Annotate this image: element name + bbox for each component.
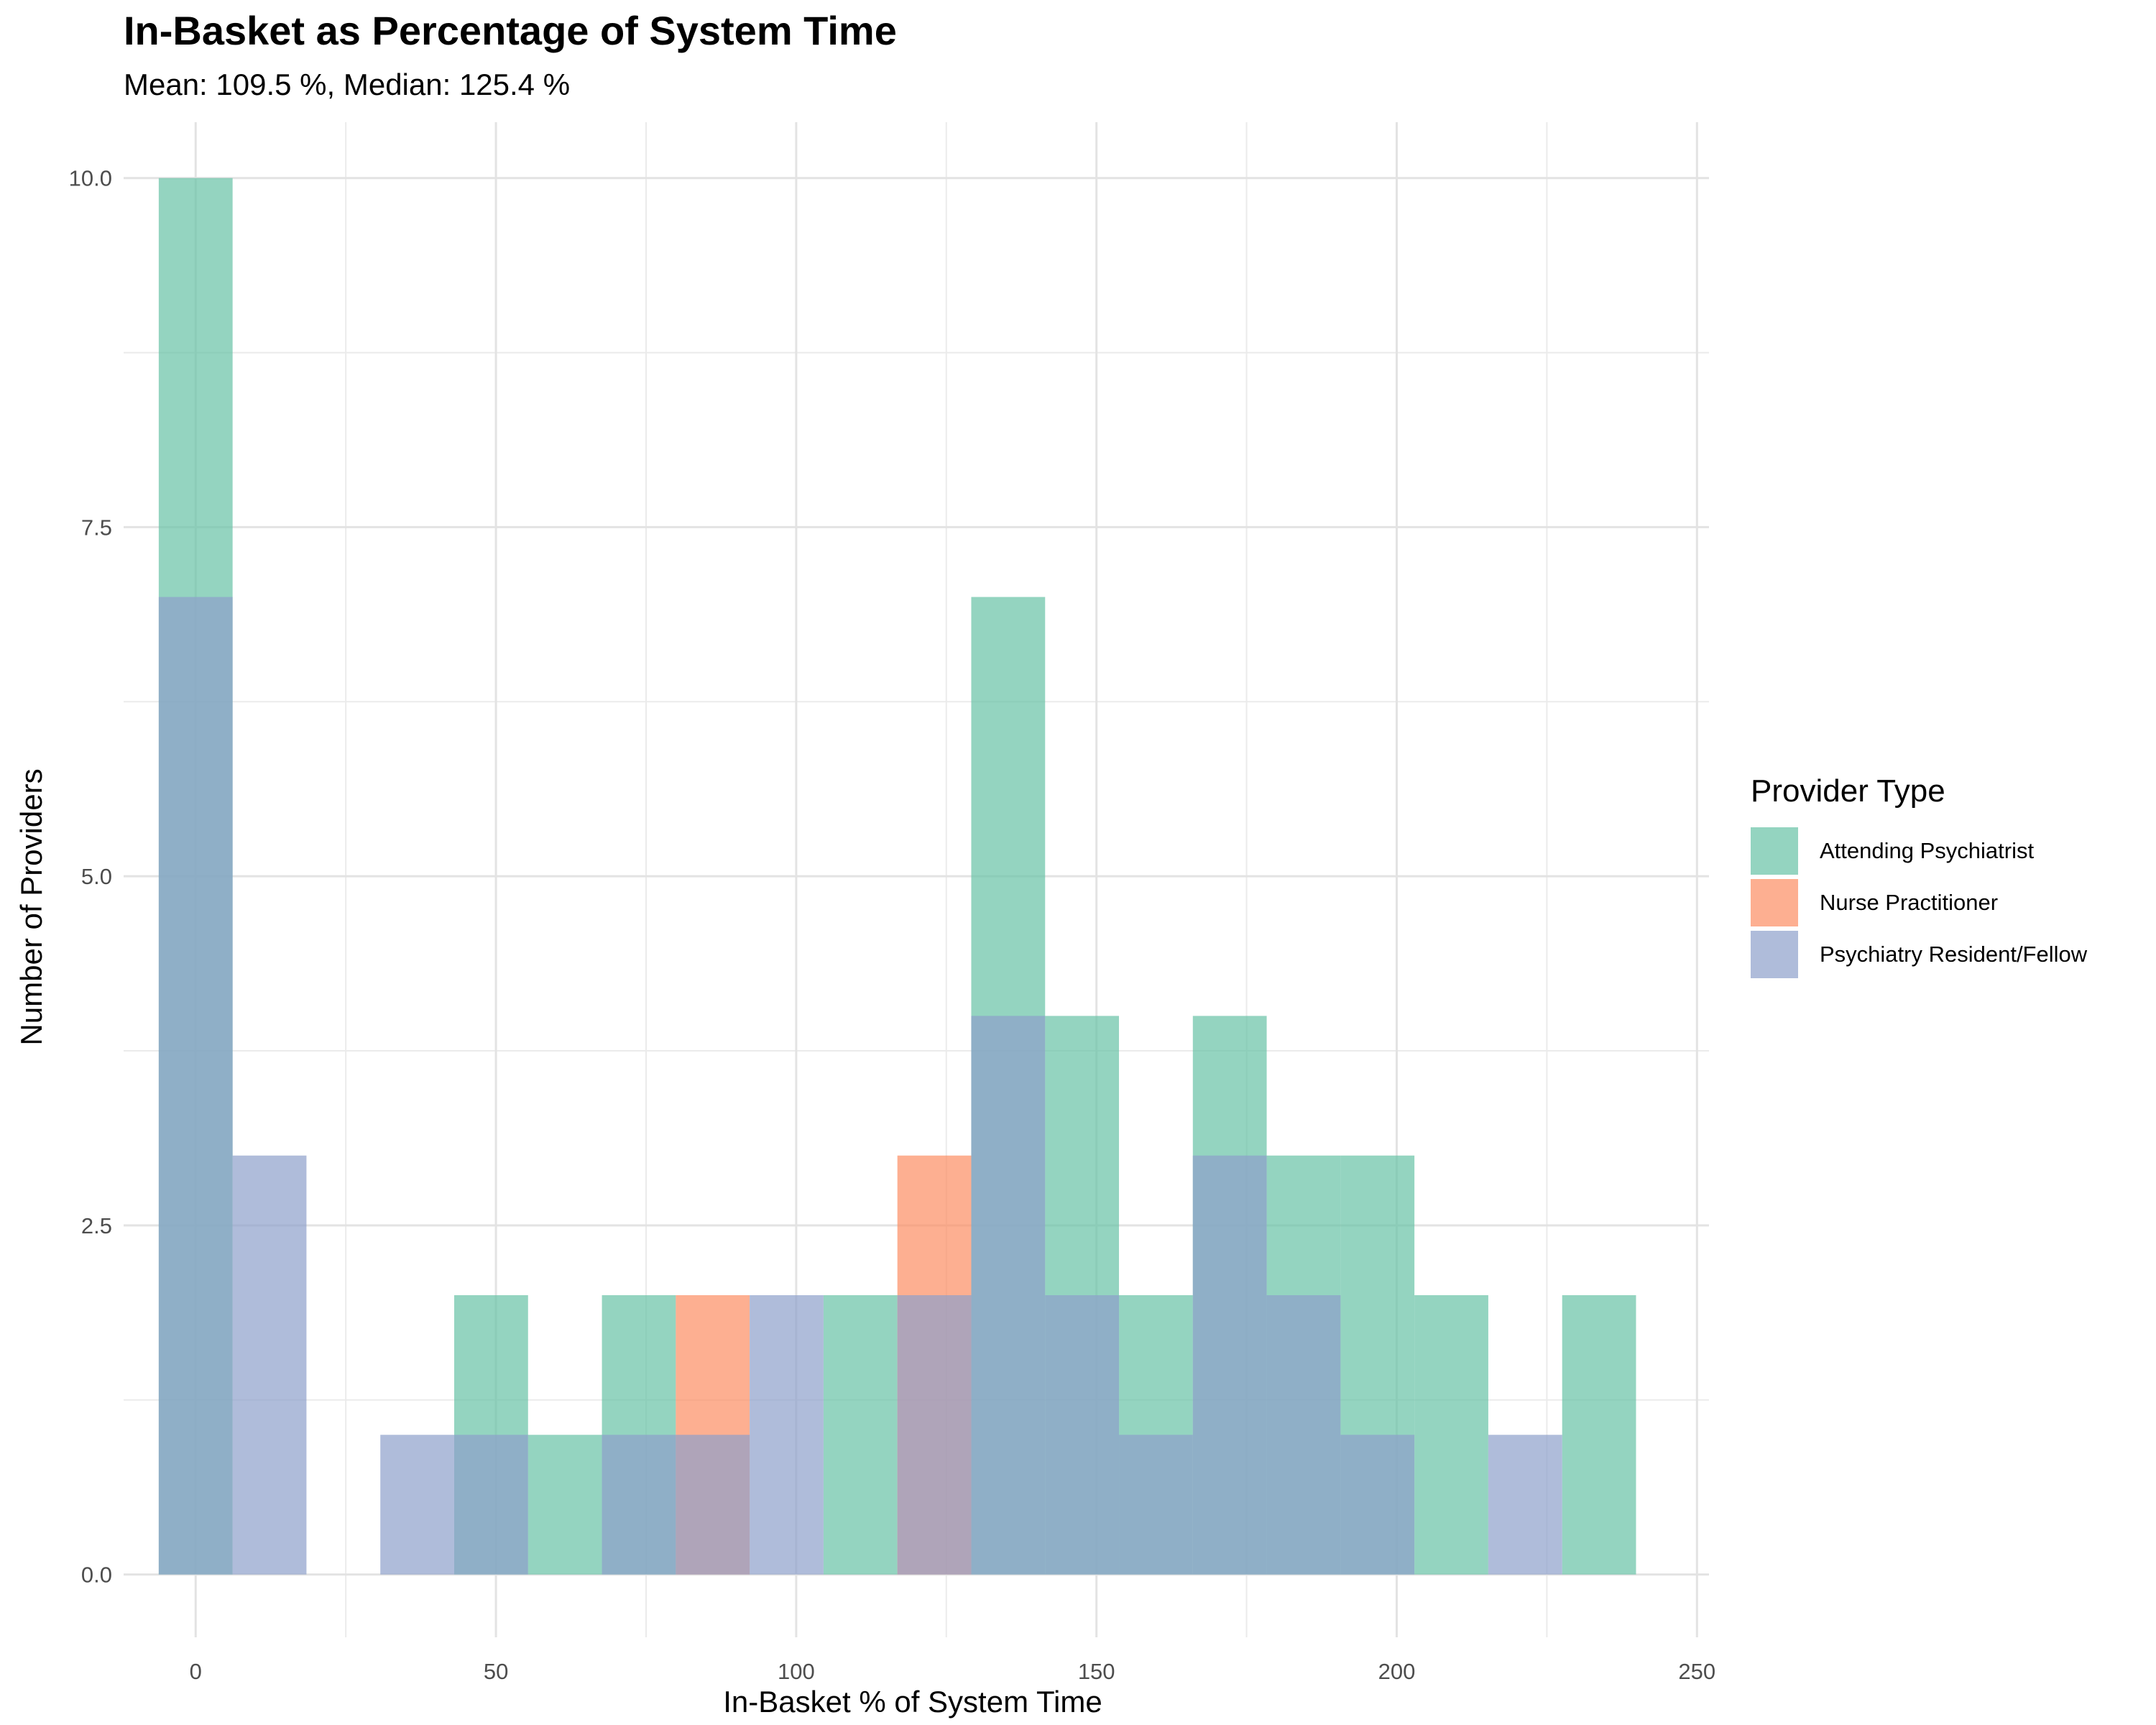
y-tick-label: 2.5 bbox=[81, 1213, 112, 1238]
x-tick-label: 250 bbox=[1678, 1659, 1715, 1684]
legend: Provider Type Attending Psychiatrist Nur… bbox=[1751, 773, 2087, 980]
y-tick-label: 0.0 bbox=[81, 1563, 112, 1588]
y-tick-label: 5.0 bbox=[81, 864, 112, 889]
histogram-bar bbox=[454, 1435, 528, 1575]
legend-swatch-attending bbox=[1751, 827, 1798, 875]
legend-item-attending: Attending Psychiatrist bbox=[1751, 825, 2087, 877]
x-axis-ticks: 0 50 100 150 200 250 bbox=[190, 1659, 1716, 1684]
y-axis-title: Number of Providers bbox=[14, 768, 48, 1045]
histogram-bars bbox=[158, 178, 1636, 1575]
histogram-bar bbox=[750, 1295, 824, 1575]
legend-label-nurse: Nurse Practitioner bbox=[1820, 890, 1999, 915]
x-tick-label: 100 bbox=[778, 1659, 815, 1684]
histogram-bar bbox=[602, 1435, 676, 1575]
histogram-bar bbox=[528, 1435, 602, 1575]
histogram-bar bbox=[1488, 1435, 1562, 1575]
y-tick-label: 7.5 bbox=[81, 515, 112, 540]
legend-label-resident: Psychiatry Resident/Fellow bbox=[1820, 942, 2088, 967]
x-tick-label: 0 bbox=[190, 1659, 202, 1684]
x-axis-title: In-Basket % of System Time bbox=[723, 1685, 1102, 1719]
legend-label-attending: Attending Psychiatrist bbox=[1820, 838, 2035, 863]
chart-title: In-Basket as Percentage of System Time bbox=[124, 8, 897, 53]
legend-swatch-resident bbox=[1751, 931, 1798, 978]
histogram-bar bbox=[158, 597, 233, 1575]
histogram-bar bbox=[1045, 1295, 1120, 1575]
histogram-bar bbox=[823, 1295, 898, 1575]
legend-swatch-nurse bbox=[1751, 879, 1798, 926]
histogram-bar bbox=[676, 1435, 750, 1575]
histogram-bar bbox=[380, 1435, 455, 1575]
x-tick-label: 150 bbox=[1078, 1659, 1115, 1684]
histogram-bar bbox=[1414, 1295, 1488, 1575]
x-tick-label: 200 bbox=[1378, 1659, 1416, 1684]
histogram-bar bbox=[897, 1295, 972, 1575]
histogram-bar bbox=[1192, 1155, 1267, 1575]
histogram-bar bbox=[971, 1016, 1046, 1575]
y-tick-label: 10.0 bbox=[69, 166, 112, 191]
legend-item-nurse: Nurse Practitioner bbox=[1751, 877, 2087, 929]
legend-item-resident: Psychiatry Resident/Fellow bbox=[1751, 929, 2087, 980]
histogram-bar bbox=[1562, 1295, 1636, 1575]
histogram-bar bbox=[1119, 1435, 1193, 1575]
y-axis-ticks: 0.0 2.5 5.0 7.5 10.0 bbox=[69, 166, 112, 1588]
histogram-bar bbox=[1340, 1435, 1415, 1575]
x-tick-label: 50 bbox=[484, 1659, 508, 1684]
legend-title: Provider Type bbox=[1751, 773, 1945, 809]
histogram-bar bbox=[1266, 1295, 1341, 1575]
histogram-bar bbox=[232, 1155, 307, 1575]
chart-subtitle: Mean: 109.5 %, Median: 125.4 % bbox=[124, 68, 571, 101]
